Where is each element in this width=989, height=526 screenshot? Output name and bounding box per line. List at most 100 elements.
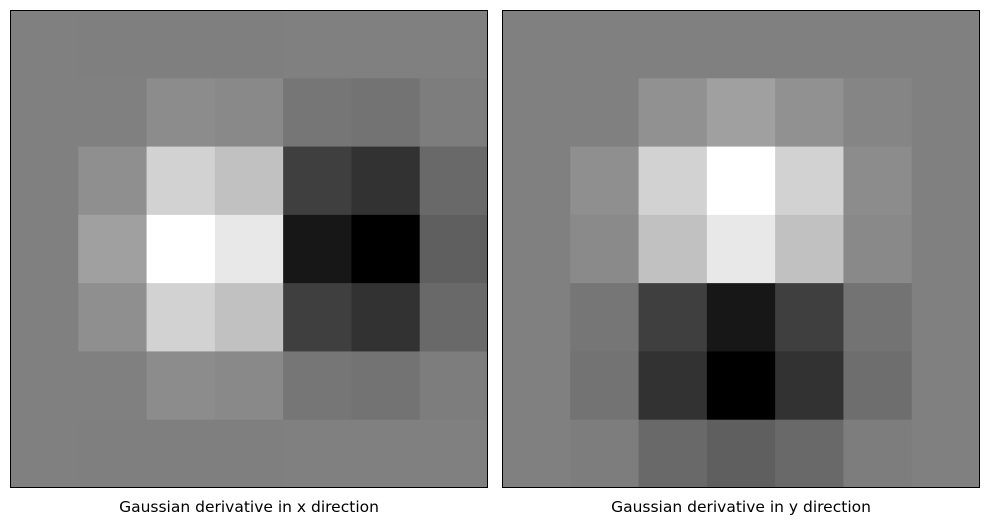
heatmap-x-cell-r4-c5 — [351, 283, 421, 352]
heatmap-y-cell-r4-c6 — [911, 283, 980, 352]
heatmap-y-cell-r6-c2 — [638, 419, 708, 488]
heatmap-x-cell-r5-c6 — [419, 351, 488, 421]
heatmap-x-cell-r4-c4 — [283, 283, 352, 352]
heatmap-y-cell-r2-c3 — [706, 146, 776, 216]
heatmap-y-cell-r3-c3 — [706, 214, 776, 284]
heatmap-x-cell-r5-c4 — [283, 351, 352, 421]
heatmap-x-cell-r4-c6 — [419, 283, 488, 352]
caption-y: Gaussian derivative in y direction — [611, 498, 871, 516]
heatmap-x-cell-r4-c3 — [214, 283, 284, 352]
heatmap-x — [10, 10, 488, 488]
heatmap-y-cell-r5-c4 — [775, 351, 844, 421]
heatmap-x-cell-r5-c2 — [146, 351, 216, 421]
heatmap-x-cell-r3-c6 — [419, 214, 488, 284]
heatmap-x-cell-r0-c1 — [78, 10, 148, 79]
heatmap-y-cell-r2-c6 — [911, 146, 980, 216]
heatmap-y-cell-r4-c3 — [706, 283, 776, 352]
heatmap-x-cell-r2-c6 — [419, 146, 488, 216]
heatmap-x-cell-r4-c2 — [146, 283, 216, 352]
heatmap-x-cell-r5-c5 — [351, 351, 421, 421]
heatmap-x-cell-r0-c2 — [146, 10, 216, 79]
heatmap-y-cell-r4-c0 — [502, 283, 571, 352]
heatmap-x-cell-r5-c3 — [214, 351, 284, 421]
heatmap-x-cell-r6-c3 — [214, 419, 284, 488]
heatmap-x-cell-r2-c3 — [214, 146, 284, 216]
heatmap-x-cell-r4-c1 — [78, 283, 148, 352]
heatmap-y — [502, 10, 980, 488]
heatmap-x-cell-r1-c6 — [419, 78, 488, 148]
heatmap-y-cell-r6-c5 — [843, 419, 913, 488]
heatmap-y-cell-r5-c6 — [911, 351, 980, 421]
heatmap-y-cell-r1-c0 — [502, 78, 571, 148]
heatmap-x-cell-r3-c0 — [10, 214, 79, 284]
heatmap-y-cell-r0-c3 — [706, 10, 776, 79]
heatmap-y-cell-r4-c2 — [638, 283, 708, 352]
heatmap-y-cell-r0-c2 — [638, 10, 708, 79]
heatmap-x-cell-r2-c1 — [78, 146, 148, 216]
heatmap-x-cell-r6-c4 — [283, 419, 352, 488]
heatmap-x-cell-r1-c5 — [351, 78, 421, 148]
caption-x: Gaussian derivative in x direction — [119, 498, 379, 516]
heatmap-x-cell-r0-c6 — [419, 10, 488, 79]
heatmap-x-cell-r6-c1 — [78, 419, 148, 488]
heatmap-x-cell-r1-c3 — [214, 78, 284, 148]
heatmap-y-cell-r1-c4 — [775, 78, 844, 148]
heatmap-y-cell-r5-c1 — [570, 351, 640, 421]
heatmap-y-cell-r0-c1 — [570, 10, 640, 79]
heatmap-x-cell-r1-c2 — [146, 78, 216, 148]
heatmap-y-cell-r4-c5 — [843, 283, 913, 352]
heatmap-y-cell-r3-c4 — [775, 214, 844, 284]
heatmap-y-cell-r2-c5 — [843, 146, 913, 216]
heatmap-y-cell-r0-c5 — [843, 10, 913, 79]
heatmap-y-cell-r5-c0 — [502, 351, 571, 421]
heatmap-x-frame — [10, 10, 488, 488]
heatmap-y-cell-r3-c6 — [911, 214, 980, 284]
heatmap-y-cell-r0-c0 — [502, 10, 571, 79]
heatmap-x-cell-r6-c0 — [10, 419, 79, 488]
heatmap-x-cell-r1-c4 — [283, 78, 352, 148]
heatmap-y-cell-r2-c1 — [570, 146, 640, 216]
heatmap-x-cell-r3-c3 — [214, 214, 284, 284]
heatmap-x-cell-r0-c5 — [351, 10, 421, 79]
heatmap-x-cell-r2-c4 — [283, 146, 352, 216]
heatmap-y-cell-r5-c2 — [638, 351, 708, 421]
heatmap-x-cell-r1-c0 — [10, 78, 79, 148]
heatmap-y-cell-r0-c4 — [775, 10, 844, 79]
heatmap-y-cell-r3-c0 — [502, 214, 571, 284]
heatmap-x-cell-r0-c3 — [214, 10, 284, 79]
heatmap-x-cell-r2-c5 — [351, 146, 421, 216]
heatmap-panel-y — [502, 10, 980, 488]
heatmap-y-cell-r5-c5 — [843, 351, 913, 421]
heatmap-x-cell-r6-c6 — [419, 419, 488, 488]
heatmap-panel-x — [10, 10, 488, 488]
heatmap-y-cell-r6-c0 — [502, 419, 571, 488]
heatmap-y-cell-r2-c4 — [775, 146, 844, 216]
heatmap-x-cell-r6-c2 — [146, 419, 216, 488]
heatmap-y-cell-r1-c1 — [570, 78, 640, 148]
heatmap-x-cell-r5-c0 — [10, 351, 79, 421]
heatmap-y-cell-r6-c4 — [775, 419, 844, 488]
heatmap-y-cell-r4-c4 — [775, 283, 844, 352]
heatmap-y-cell-r3-c5 — [843, 214, 913, 284]
heatmap-y-cell-r1-c3 — [706, 78, 776, 148]
heatmap-y-cell-r3-c1 — [570, 214, 640, 284]
heatmap-x-cell-r3-c2 — [146, 214, 216, 284]
heatmap-y-cell-r6-c1 — [570, 419, 640, 488]
heatmap-x-cell-r5-c1 — [78, 351, 148, 421]
heatmap-y-cell-r1-c2 — [638, 78, 708, 148]
heatmap-x-cell-r0-c4 — [283, 10, 352, 79]
heatmap-x-cell-r3-c5 — [351, 214, 421, 284]
heatmap-y-cell-r1-c6 — [911, 78, 980, 148]
heatmap-x-cell-r3-c1 — [78, 214, 148, 284]
heatmap-x-cell-r4-c0 — [10, 283, 79, 352]
heatmap-x-cell-r6-c5 — [351, 419, 421, 488]
heatmap-y-cell-r0-c6 — [911, 10, 980, 79]
heatmap-y-cell-r2-c2 — [638, 146, 708, 216]
heatmap-y-cell-r3-c2 — [638, 214, 708, 284]
heatmap-x-cell-r1-c1 — [78, 78, 148, 148]
heatmap-y-cell-r1-c5 — [843, 78, 913, 148]
heatmap-y-cell-r2-c0 — [502, 146, 571, 216]
heatmap-x-cell-r3-c4 — [283, 214, 352, 284]
heatmap-x-cell-r2-c2 — [146, 146, 216, 216]
heatmap-x-cell-r2-c0 — [10, 146, 79, 216]
